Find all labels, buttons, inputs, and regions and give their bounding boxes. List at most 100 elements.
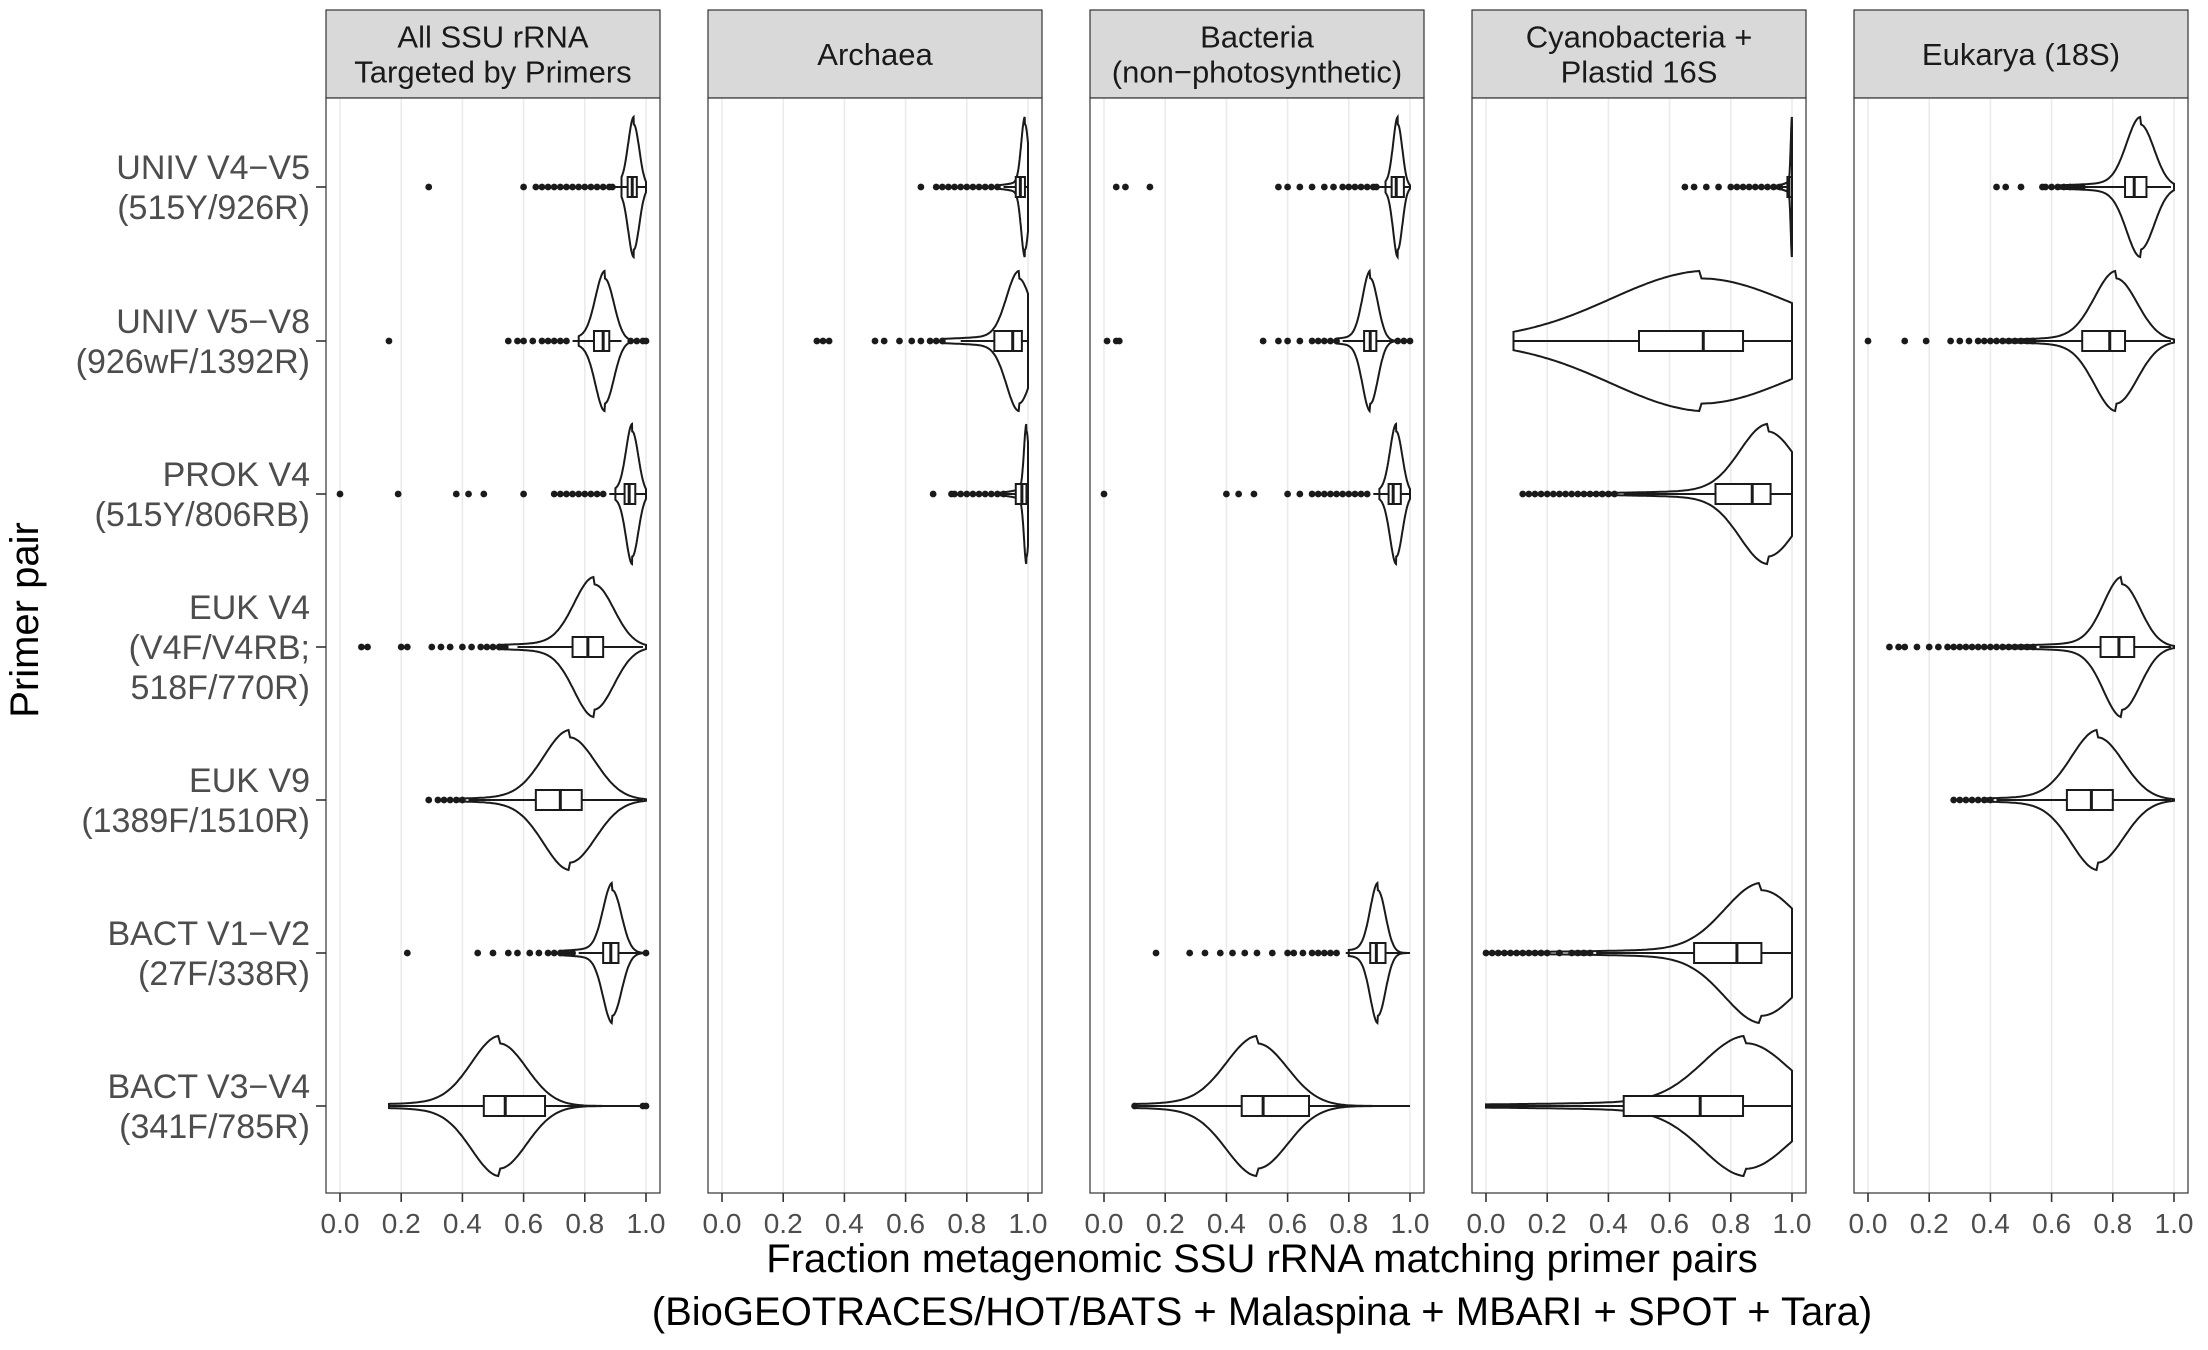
outlier-point [1543,949,1551,957]
outlier-point [587,183,595,191]
box [1638,330,1745,352]
outlier-point [483,643,491,651]
outlier-point [569,183,576,191]
box [1387,483,1402,505]
outlier-point [520,183,527,191]
outlier-point [1268,949,1276,957]
x-tick-label: 0.6 [2032,1208,2071,1239]
outlier-point [1962,796,1970,804]
outlier-point [1556,949,1563,957]
x-tick-label: 0.2 [1146,1208,1185,1239]
outlier-point [1275,337,1282,345]
outlier-point [1241,949,1249,957]
facet-label: Bacteria [1200,20,1314,55]
outlier-point [1131,1102,1138,1110]
facet-panel: Bacteria(non−photosynthetic) 0.0 0.2 0.4 0.6… [1085,9,1429,1239]
violin-group [929,423,1029,565]
outlier-point [1345,183,1353,191]
outlier-point [981,490,989,498]
outlier-point [969,183,977,191]
outlier-point [1333,337,1340,345]
outlier-point [1351,490,1359,498]
outlier-point [1965,337,1973,345]
outlier-point [489,643,497,651]
outlier-point [1216,949,1224,957]
x-tick-label: 0.2 [1528,1208,1567,1239]
violin-group [1950,728,2175,872]
outlier-point [1525,490,1533,498]
outlier-point [385,337,393,345]
violin [455,728,647,872]
outlier-point [1944,643,1951,651]
x-tick-label: 1.0 [1773,1208,1812,1239]
violin-group [1512,269,1793,413]
outlier-point [532,183,540,191]
outlier-point [1993,337,2000,345]
outlier-point [1500,949,1508,957]
outlier-point [2017,183,2025,191]
outlier-point [556,949,564,957]
box [993,330,1023,352]
violin-group [1993,115,2175,259]
violin [1378,422,1411,566]
outlier-point [538,183,546,191]
violin [1485,1034,1793,1178]
outlier-point [1758,183,1765,191]
violin [2004,269,2175,413]
violin [996,423,1029,565]
outlier-point [397,643,405,651]
y-tick-label: EUK V4 [189,589,310,627]
outlier-point [1100,490,1108,498]
outlier-point [1611,490,1618,498]
y-axis-title: Primer pair [3,522,47,718]
outlier-point [459,643,466,651]
outlier-point [1357,490,1365,498]
outlier-point [951,183,958,191]
x-tick-label: 0.6 [886,1208,925,1239]
outlier-point [544,337,552,345]
outlier-point [1103,337,1111,345]
outlier-point [1543,490,1551,498]
facet-label: Cyanobacteria + [1526,20,1753,55]
outlier-point [951,490,958,498]
outlier-point [1776,183,1784,191]
outlier-point [1956,643,1964,651]
outlier-point [917,183,925,191]
outlier-point [477,643,485,651]
violin-group [388,1034,650,1178]
violin-group [1100,422,1411,566]
outlier-point [1556,490,1563,498]
violin-group [1485,1034,1793,1178]
outlier-point [932,337,940,345]
outlier-point [1275,183,1282,191]
outlier-point [1974,796,1982,804]
outlier-point [1327,490,1334,498]
outlier-point [1363,183,1371,191]
box [482,1095,547,1117]
outlier-point [642,949,650,957]
box [1390,176,1405,198]
outlier-point [501,643,509,651]
box [1240,1095,1311,1117]
y-tick-label: UNIV V4−V5 [116,149,310,187]
violin [996,116,1029,258]
outlier-point [446,643,454,651]
outlier-point [452,490,460,498]
outlier-point [550,183,558,191]
outlier-point [1235,490,1243,498]
y-tick-label: PROK V4 [163,456,310,494]
outlier-point [825,337,833,345]
x-axis-subtitle: (BioGEOTRACES/HOT/BATS + Malaspina + MBA… [652,1290,1872,1334]
outlier-point [1259,337,1267,345]
outlier-point [2023,337,2031,345]
outlier-point [1733,183,1741,191]
outlier-point [1605,490,1612,498]
outlier-point [1339,490,1347,498]
outlier-point [1980,643,1988,651]
outlier-point [1320,183,1328,191]
x-tick-label: 0.4 [1971,1208,2010,1239]
outlier-point [908,337,916,345]
outlier-point [1308,183,1316,191]
outlier-point [1507,949,1514,957]
outlier-point [896,337,903,345]
